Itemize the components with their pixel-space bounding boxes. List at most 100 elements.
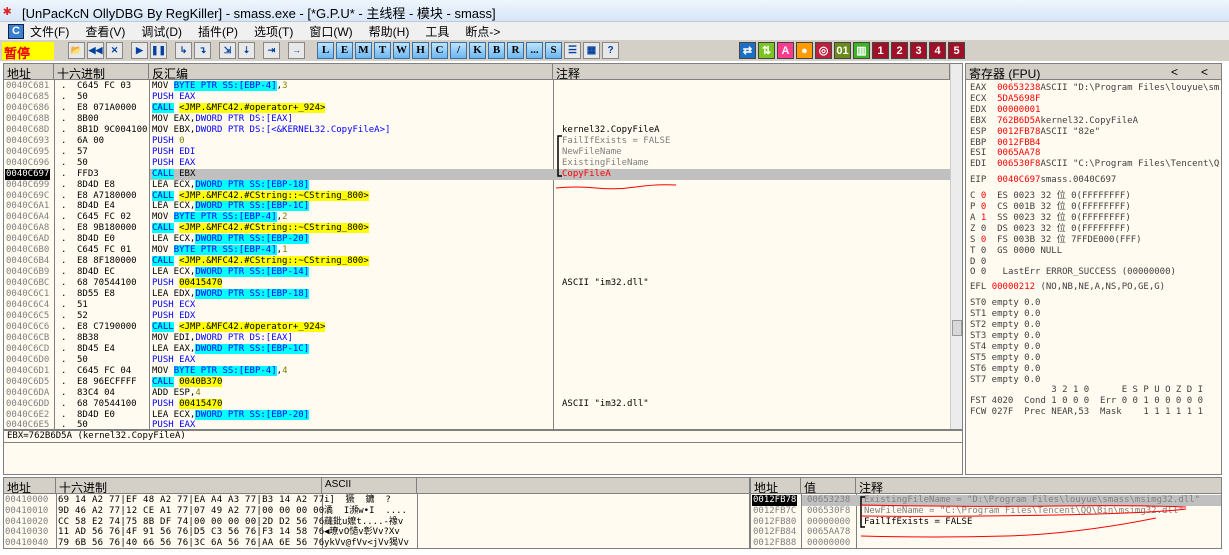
register-eax-part[interactable]: 00653238	[997, 83, 1041, 93]
disasm-row[interactable]: 0040C686. E8 071A0000 CALL <JMP.&MFC42.#op…	[4, 102, 962, 114]
register-efl-part[interactable]: 00000212	[991, 282, 1036, 293]
toolbar-icon-button[interactable]: ⇅	[758, 42, 775, 59]
row-address[interactable]: 0040C6DD	[6, 398, 50, 409]
register-esp-part[interactable]: 0012FB78	[997, 126, 1041, 137]
execute-till-return-button[interactable]: ⇥	[263, 42, 280, 59]
row-address[interactable]: 0040C6A8	[6, 223, 50, 234]
flag-t-part[interactable]: 0	[980, 245, 987, 256]
menu-item[interactable]: 帮助(H)	[368, 24, 410, 39]
disasm-row[interactable]: 0040C6B9. 8D4D EC LEA ECX,DWORD PTR SS:[EB…	[4, 267, 962, 278]
dump-row[interactable]: 00410030 11 AD 56 76|4F 91 56 76|D5 C3 56…	[4, 527, 749, 538]
disasm-row[interactable]: 0040C6C6. E8 C7190000 CALL <JMP.&MFC42.#op…	[4, 321, 962, 333]
window-button[interactable]: R	[507, 42, 524, 59]
row-address[interactable]: 0040C6B4	[6, 256, 50, 267]
disasm-row[interactable]: 0040C6BC. 68 70544100 PUSH 00415470 ASCII "…	[4, 278, 962, 289]
dump-row[interactable]: 00410040 79 6B 56 76|40 66 56 76|3C 6A 56…	[4, 538, 749, 549]
register-ebx-part[interactable]: 762B6D5A	[997, 115, 1041, 126]
dump-row[interactable]: 00410010 9D 46 A2 77|12 CE A1 77|07 49 A2…	[4, 506, 749, 517]
register-ecx-part[interactable]: 5DA5698F	[997, 93, 1041, 104]
disasm-scrollbar[interactable]	[950, 64, 962, 429]
row-address[interactable]: 0040C6C5	[6, 310, 50, 321]
row-address[interactable]: 0040C696	[6, 157, 50, 168]
stack-row[interactable]: 0012FB80 00000000 FailIfExists = FALSE	[751, 517, 1221, 528]
cpu-logo-icon[interactable]: C	[8, 23, 24, 39]
toolbar-icon-button[interactable]: 5	[948, 42, 965, 59]
dump-row[interactable]: 00410000 69 14 A2 77|EF 48 A2 77|EA A4 A3…	[4, 495, 749, 506]
row-address[interactable]: 0040C6C1	[6, 289, 50, 300]
row-address[interactable]: 0040C69C	[6, 190, 50, 201]
disasm-row[interactable]: 0040C6C1. 8D55 E8 LEA EDX,DWORD PTR SS:[EB…	[4, 289, 962, 300]
toolbar-icon-button[interactable]: ▥	[853, 42, 870, 59]
stack-address[interactable]: 0012FB78	[752, 495, 798, 506]
toolbar-icon-button[interactable]: 3	[910, 42, 927, 59]
stack-address[interactable]: 0012FB7C	[753, 505, 797, 516]
row-address[interactable]: 0040C681	[6, 81, 50, 91]
dump-address[interactable]: 00410040	[5, 538, 49, 549]
dump-address[interactable]: 00410020	[5, 516, 49, 527]
disasm-row[interactable]: 0040C6B4. E8 8F180000 CALL <JMP.&MFC42.#CS…	[4, 256, 962, 267]
disasm-row[interactable]: 0040C6C4. 51 PUSH ECX	[4, 300, 962, 311]
dump-address[interactable]: 00410000	[5, 495, 49, 505]
toolbar-icon-button[interactable]: ●	[796, 42, 813, 59]
close-button[interactable]: ✕	[106, 42, 123, 59]
disasm-row[interactable]: 0040C681. C645 FC 03 MOV BYTE PTR SS:[EBP-…	[4, 81, 962, 92]
stack-header-address[interactable]: 地址	[751, 478, 801, 495]
col-header-comment[interactable]: 注释	[553, 64, 950, 81]
disasm-row[interactable]: 0040C6E5. 50 PUSH EAX	[4, 420, 962, 429]
window-button[interactable]: B	[488, 42, 505, 59]
stack-row[interactable]: 0012FB84 0065AA78	[751, 527, 1221, 538]
row-address[interactable]: 0040C6D1	[6, 365, 50, 376]
dump-header-address[interactable]: 地址	[4, 478, 56, 495]
toolbar-icon-button[interactable]: ◎	[815, 42, 832, 59]
menu-item[interactable]: 断点->	[465, 24, 501, 39]
toolbar-icon-button[interactable]: ⇄	[739, 42, 756, 59]
window-button[interactable]: K	[469, 42, 486, 59]
dump-header-ascii[interactable]: ASCII	[322, 478, 417, 494]
window-button[interactable]: E	[336, 42, 353, 59]
disasm-row[interactable]: 0040C6A4. C645 FC 02 MOV BYTE PTR SS:[EBP-…	[4, 212, 962, 223]
window-button[interactable]: H	[412, 42, 429, 59]
disasm-row[interactable]: 0040C6DD. 68 70544100 PUSH 00415470 ASCII "…	[4, 398, 962, 410]
window-button[interactable]: /	[450, 42, 467, 59]
dump-address[interactable]: 00410010	[5, 505, 49, 516]
disasm-row[interactable]: 0040C69C. E8 A7180000 CALL <JMP.&MFC42.#CS…	[4, 190, 962, 202]
menu-item[interactable]: 查看(V)	[85, 24, 126, 39]
row-address[interactable]: 0040C6CD	[6, 343, 50, 354]
stack-header-comment[interactable]: 注释	[856, 478, 1221, 495]
disasm-row[interactable]: 0040C6D1. C645 FC 04 MOV BYTE PTR SS:[EBP-…	[4, 365, 962, 377]
col-header-address[interactable]: 地址	[4, 64, 54, 81]
disasm-row[interactable]: 0040C6DA. 83C4 04 ADD ESP,4	[4, 388, 962, 399]
disasm-row[interactable]: 0040C6CB. 8B38 MOV EDI,DWORD PTR DS:[EAX]	[4, 333, 962, 344]
disasm-row[interactable]: 0040C693. 6A 00 PUSH 0 FailIfExists = FALSE	[4, 136, 962, 147]
toolbar-icon-button[interactable]: 2	[891, 42, 908, 59]
row-address[interactable]: 0040C697	[5, 168, 51, 180]
window-button[interactable]: M	[355, 42, 372, 59]
disasm-row[interactable]: 0040C6AD. 8D4D E0 LEA ECX,DWORD PTR SS:[EB…	[4, 234, 962, 245]
row-address[interactable]: 0040C6C4	[6, 300, 50, 310]
stack-row[interactable]: 0012FB88 00000000	[751, 538, 1221, 548]
menu-item[interactable]: 文件(F)	[30, 24, 70, 39]
row-address[interactable]: 0040C6D5	[6, 376, 50, 387]
stack-header-value[interactable]: 值	[801, 478, 856, 495]
row-address[interactable]: 0040C6DA	[6, 387, 50, 398]
colors-icon-button[interactable]: ▦	[583, 42, 600, 59]
window-button[interactable]: T	[374, 42, 391, 59]
window-button[interactable]: S	[545, 42, 562, 59]
menu-item[interactable]: 选项(T)	[254, 24, 294, 39]
trace-over-button[interactable]: ⇣	[238, 42, 255, 59]
toolbar-icon-button[interactable]: 01	[834, 42, 851, 59]
flag-p-part[interactable]: 0	[980, 202, 987, 212]
menu-item[interactable]: 调试(D)	[141, 24, 182, 39]
disasm-row[interactable]: 0040C696. 50 PUSH EAX ExistingFileName	[4, 158, 962, 169]
stack-row[interactable]: 0012FB78 00653238 ExistingFileName = "D:\P…	[751, 495, 1221, 506]
go-to-button[interactable]: →	[288, 42, 305, 59]
disasm-row[interactable]: 0040C6D5. E8 96ECFFFF CALL 0040B370	[4, 376, 962, 388]
disasm-row[interactable]: 0040C685. 50 PUSH EAX	[4, 92, 962, 103]
register-edi-part[interactable]: 006530F8	[997, 159, 1041, 170]
dump-address[interactable]: 00410030	[5, 527, 49, 538]
disasm-row[interactable]: 0040C68B. 8B00 MOV EAX,DWORD PTR DS:[EAX]	[4, 114, 962, 125]
stack-row[interactable]: 0012FB7C 006530F8 NewFileName = "C:\Progra…	[751, 506, 1221, 517]
flag-o-part[interactable]: 0	[980, 267, 987, 278]
row-address[interactable]: 0040C6B0	[6, 245, 50, 256]
toolbar-icon-button[interactable]: 4	[929, 42, 946, 59]
